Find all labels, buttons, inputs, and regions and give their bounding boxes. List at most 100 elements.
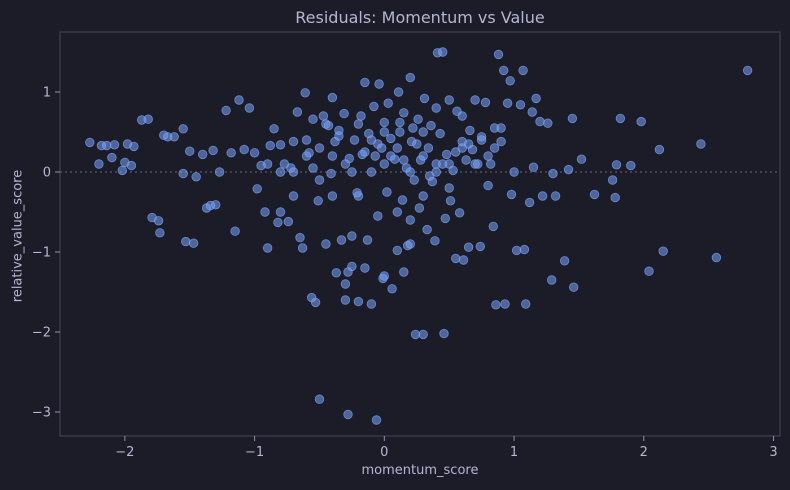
- data-point: [292, 107, 303, 117]
- data-point: [563, 164, 574, 175]
- data-point: [441, 149, 452, 160]
- data-point: [521, 299, 531, 309]
- data-point: [463, 139, 474, 149]
- data-point: [239, 144, 249, 155]
- data-point: [431, 103, 441, 113]
- data-point: [340, 279, 351, 289]
- x-tick-label: 2: [640, 445, 648, 460]
- data-point: [347, 167, 357, 177]
- data-point: [412, 139, 422, 149]
- y-tick-label: −3: [32, 406, 51, 421]
- data-point: [483, 151, 493, 161]
- x-axis-ticks: −2 −1 0 1 2 3: [115, 436, 778, 460]
- data-point: [576, 154, 587, 164]
- data-point: [360, 263, 370, 273]
- data-point: [210, 200, 221, 210]
- data-point: [347, 261, 357, 272]
- data-point: [262, 243, 273, 253]
- data-point: [742, 65, 753, 76]
- data-point: [300, 88, 310, 98]
- data-point: [531, 93, 541, 104]
- data-point: [488, 221, 499, 232]
- data-point: [153, 216, 164, 226]
- x-tick-label: 3: [769, 445, 777, 460]
- data-point: [405, 72, 416, 83]
- data-point: [181, 236, 191, 247]
- data-point: [275, 207, 286, 217]
- data-point: [615, 113, 626, 124]
- data-point: [451, 253, 461, 264]
- data-point: [607, 175, 618, 185]
- data-point: [527, 107, 537, 117]
- data-point: [535, 116, 545, 127]
- data-point: [547, 275, 557, 285]
- data-point: [184, 146, 195, 156]
- data-point: [326, 168, 336, 179]
- data-point: [392, 143, 403, 153]
- data-point: [386, 133, 396, 144]
- data-point: [425, 171, 435, 181]
- data-point: [537, 191, 548, 201]
- data-point: [349, 135, 360, 145]
- data-point: [178, 124, 188, 134]
- data-point: [321, 119, 331, 129]
- data-point: [295, 232, 305, 243]
- data-point: [644, 266, 654, 276]
- data-point: [336, 235, 347, 245]
- data-point: [405, 167, 416, 177]
- data-point: [502, 98, 513, 108]
- data-point: [101, 140, 112, 151]
- data-point: [451, 147, 461, 157]
- data-point: [506, 189, 517, 200]
- data-point: [486, 159, 496, 169]
- data-point: [273, 217, 283, 228]
- data-point: [528, 162, 539, 172]
- data-point: [386, 151, 396, 161]
- data-point: [129, 141, 139, 152]
- data-point: [297, 243, 308, 253]
- data-point: [696, 139, 706, 149]
- data-point: [496, 123, 506, 133]
- data-point: [511, 245, 522, 256]
- data-point: [483, 180, 493, 191]
- data-point: [283, 216, 294, 227]
- data-point: [188, 238, 199, 248]
- data-point: [395, 127, 405, 137]
- data-point: [418, 127, 428, 137]
- data-point: [244, 103, 255, 113]
- data-point: [314, 394, 325, 404]
- data-point: [387, 284, 397, 294]
- data-point: [214, 167, 225, 177]
- data-point: [288, 191, 299, 201]
- data-point: [454, 208, 465, 218]
- data-point: [414, 203, 425, 213]
- data-point: [419, 93, 430, 104]
- data-point: [418, 329, 428, 340]
- data-point: [626, 160, 636, 171]
- data-point: [461, 155, 471, 165]
- y-tick-label: 1: [43, 86, 51, 101]
- data-point: [314, 143, 325, 153]
- data-point: [438, 47, 448, 57]
- data-point: [191, 172, 201, 182]
- data-point: [550, 191, 561, 201]
- data-point: [518, 65, 528, 76]
- data-point: [327, 151, 338, 161]
- data-point: [369, 101, 379, 112]
- data-point: [371, 415, 382, 425]
- data-point: [366, 167, 377, 177]
- data-point: [373, 139, 383, 149]
- data-point: [423, 143, 434, 153]
- data-point: [470, 159, 480, 169]
- data-point: [353, 119, 364, 129]
- data-point: [249, 148, 260, 158]
- x-tick-label: −1: [245, 445, 264, 460]
- data-point: [399, 155, 409, 165]
- data-point: [301, 135, 312, 145]
- data-point: [331, 268, 342, 278]
- data-point: [392, 245, 403, 256]
- data-point: [221, 105, 231, 116]
- data-point: [275, 167, 286, 177]
- data-point: [379, 159, 390, 169]
- data-point: [654, 144, 665, 155]
